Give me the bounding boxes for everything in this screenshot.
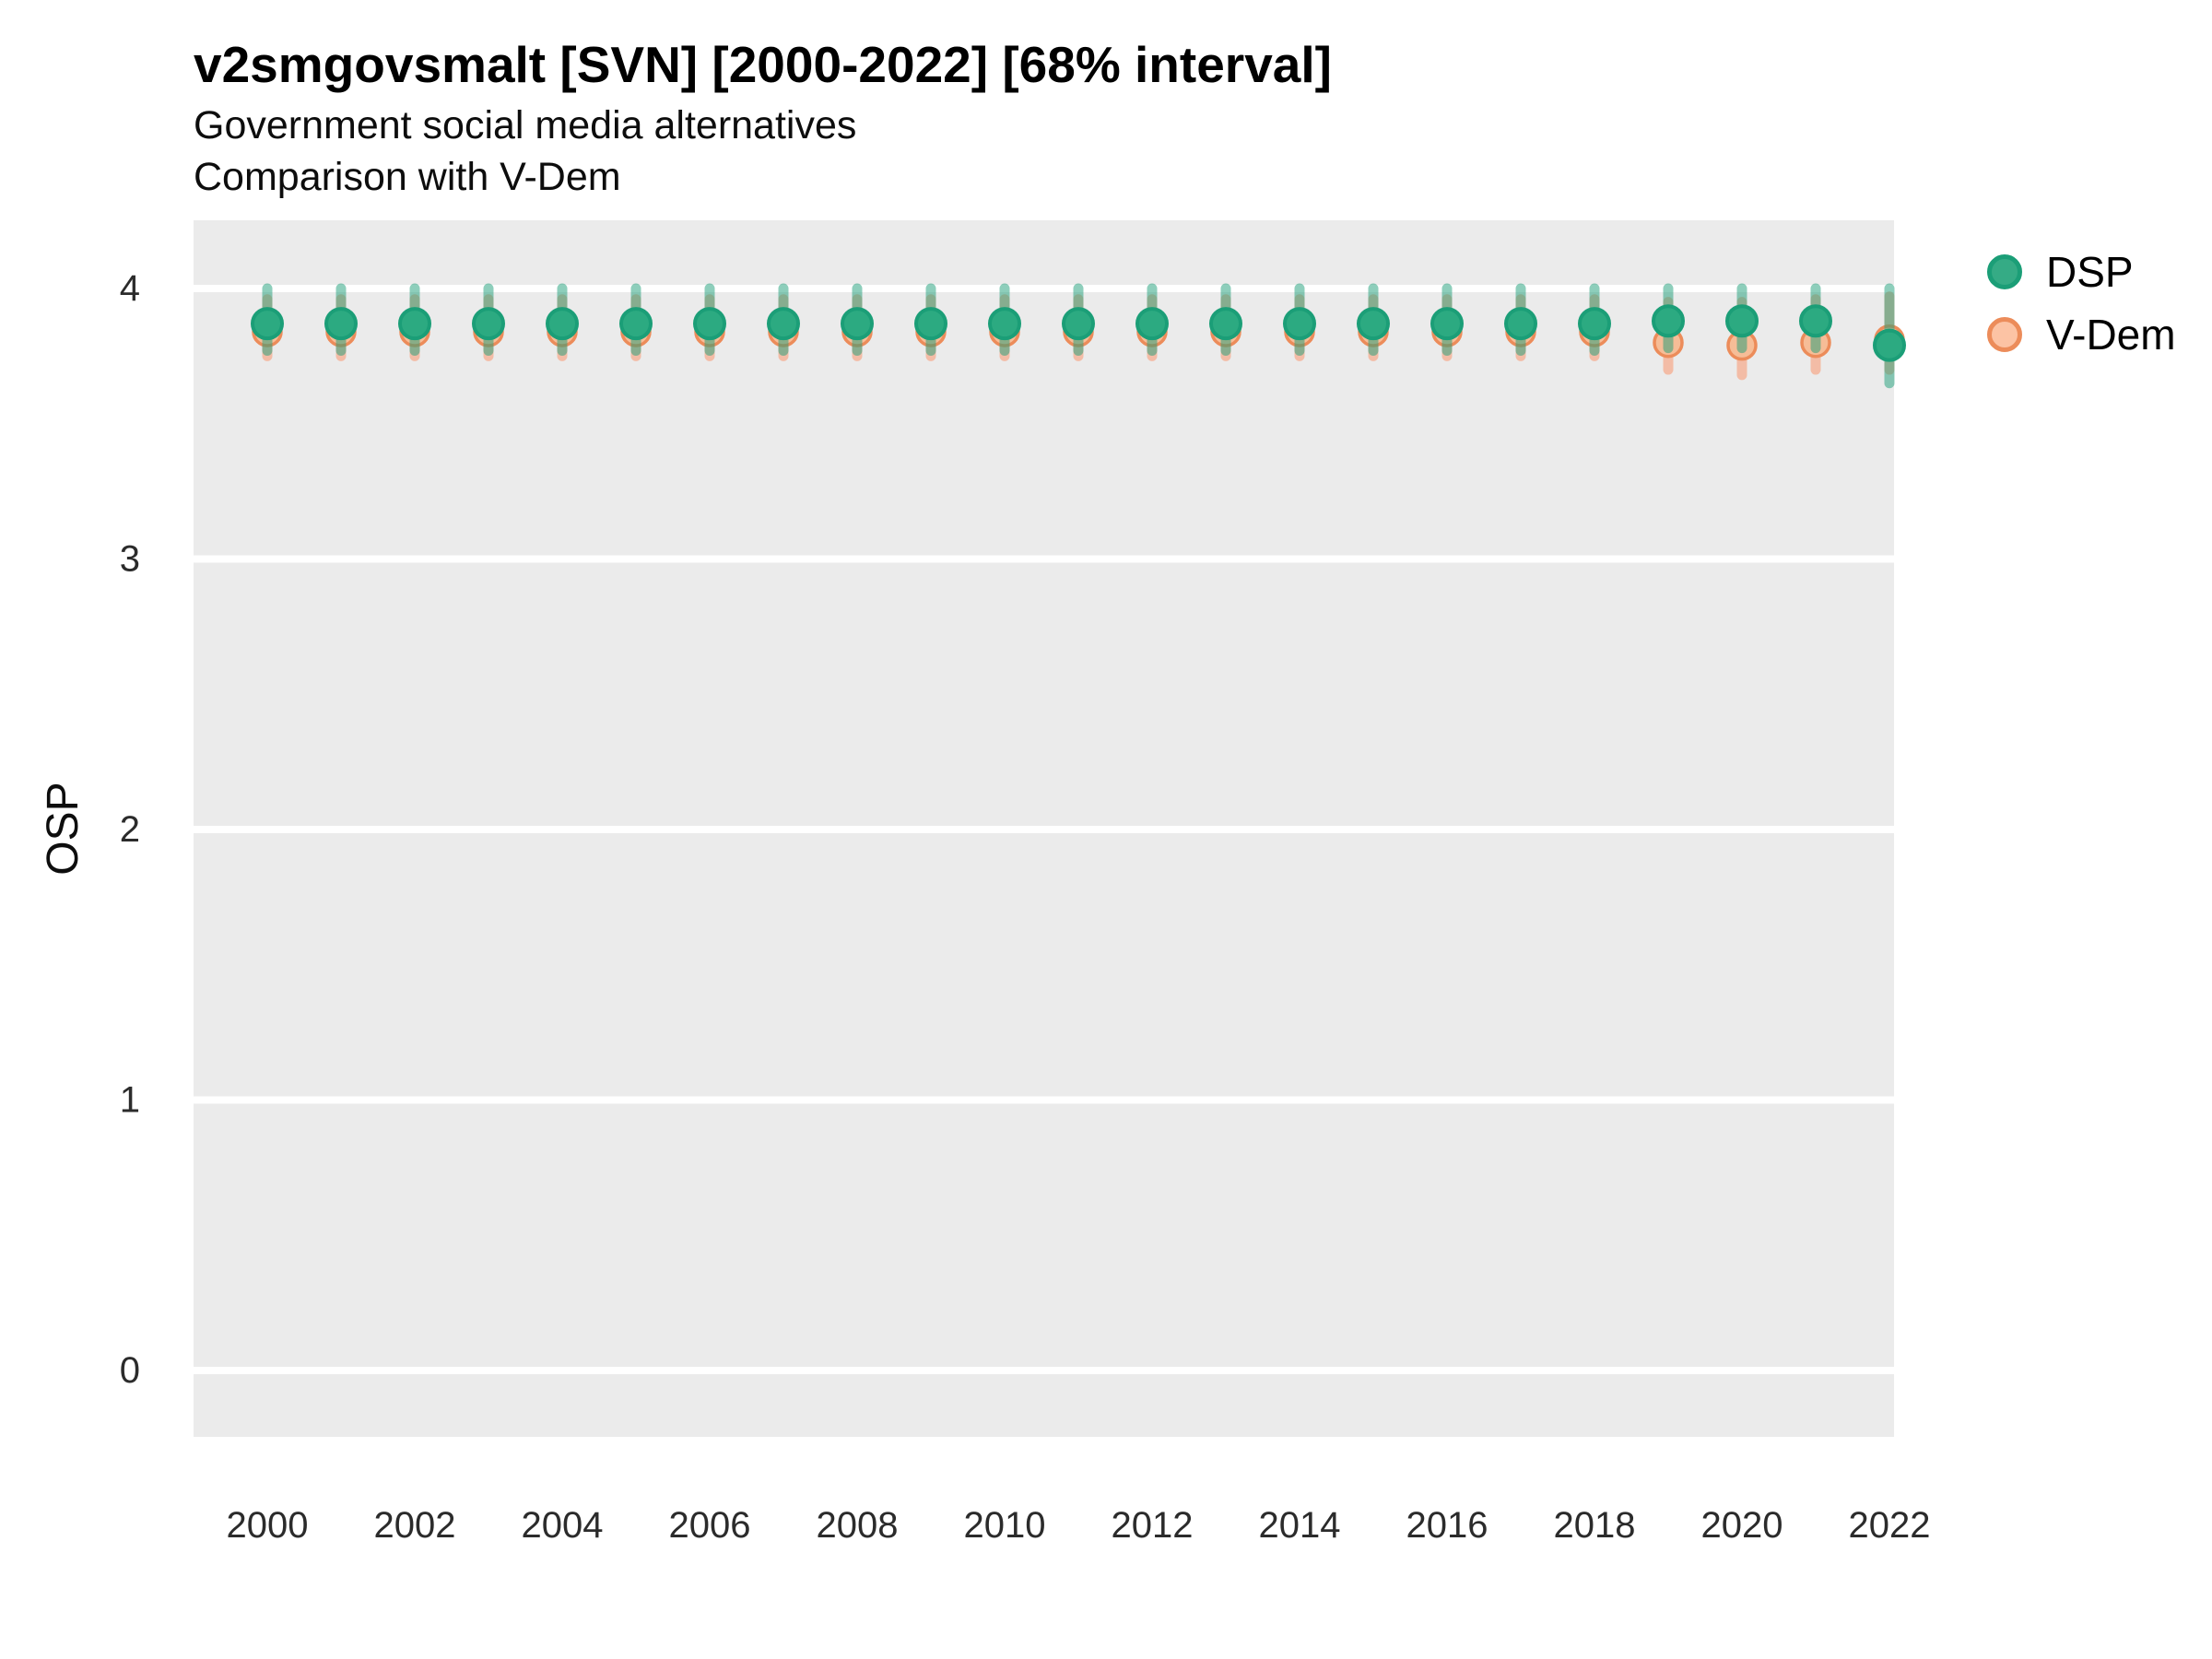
legend-label-vdem: V-Dem — [2046, 311, 2176, 359]
data-point-dsp — [1062, 307, 1095, 341]
data-point-dsp — [1725, 304, 1759, 338]
data-point-dsp — [1209, 307, 1242, 341]
chart-subtitle-line1: Government social media alternatives — [194, 103, 857, 147]
x-tick-label: 2016 — [1406, 1505, 1488, 1546]
data-point-dsp — [1283, 307, 1316, 341]
x-tick-label: 2012 — [1112, 1505, 1194, 1546]
data-point-dsp — [1873, 328, 1906, 362]
data-point-dsp — [841, 307, 874, 341]
data-point-dsp — [1799, 304, 1832, 338]
legend: DSP V-Dem — [1987, 247, 2176, 359]
dsp-legend-marker-icon — [1987, 254, 2022, 289]
x-tick-label: 2010 — [964, 1505, 1046, 1546]
data-point-dsp — [914, 307, 947, 341]
data-point-dsp — [251, 307, 284, 341]
data-point-dsp — [472, 307, 505, 341]
legend-entry-vdem: V-Dem — [1987, 310, 2176, 359]
data-point-dsp — [398, 307, 431, 341]
y-tick-label: 1 — [120, 1080, 140, 1121]
x-tick-label: 2014 — [1259, 1505, 1341, 1546]
y-tick-label: 2 — [120, 809, 140, 850]
data-point-dsp — [988, 307, 1021, 341]
legend-entry-dsp: DSP — [1987, 247, 2176, 297]
legend-label-dsp: DSP — [2046, 248, 2134, 296]
data-point-dsp — [324, 307, 358, 341]
data-point-dsp — [1357, 307, 1390, 341]
data-point-dsp — [767, 307, 800, 341]
x-tick-label: 2002 — [374, 1505, 456, 1546]
data-point-dsp — [619, 307, 653, 341]
x-tick-label: 2004 — [522, 1505, 604, 1546]
vdem-legend-marker-icon — [1987, 317, 2022, 352]
data-point-dsp — [546, 307, 579, 341]
x-tick-label: 2022 — [1849, 1505, 1931, 1546]
x-tick-label: 2020 — [1701, 1505, 1783, 1546]
y-tick-label: 4 — [120, 268, 140, 309]
chart-subtitle-line2: Comparison with V-Dem — [194, 155, 621, 199]
y-tick-label: 3 — [120, 539, 140, 580]
data-point-dsp — [1430, 307, 1464, 341]
chart-title: v2smgovsmalt [SVN] [2000-2022] [68% inte… — [194, 36, 1332, 93]
y-tick-label: 0 — [120, 1350, 140, 1391]
data-point-dsp — [1135, 307, 1169, 341]
data-point-dsp — [1504, 307, 1537, 341]
x-tick-label: 2000 — [227, 1505, 309, 1546]
data-point-dsp — [693, 307, 726, 341]
x-tick-label: 2008 — [817, 1505, 899, 1546]
data-point-dsp — [1652, 304, 1685, 338]
x-tick-label: 2018 — [1554, 1505, 1636, 1546]
x-tick-label: 2006 — [669, 1505, 751, 1546]
data-point-dsp — [1578, 307, 1611, 341]
